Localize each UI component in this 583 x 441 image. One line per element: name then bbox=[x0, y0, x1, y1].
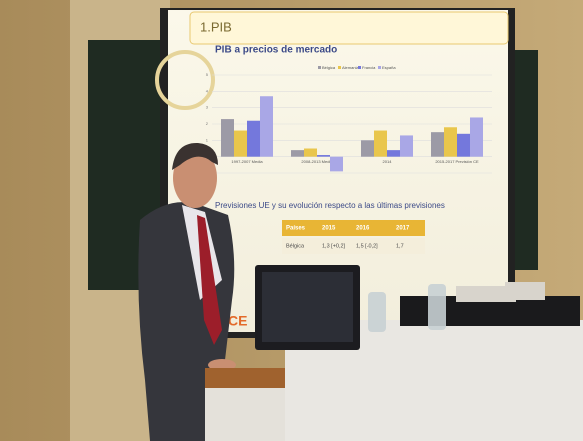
bar bbox=[304, 148, 317, 157]
chart: -1012345BélgicaAlemaniaFranciaEspaña1997… bbox=[204, 65, 492, 175]
bar bbox=[457, 133, 470, 157]
y-tick-label: 4 bbox=[206, 88, 209, 93]
table-header: 2015 bbox=[322, 226, 336, 232]
table-cell-text: 1,3 [+0,2] bbox=[322, 243, 346, 249]
presenter-tie bbox=[197, 215, 222, 345]
y-tick-label: 1 bbox=[206, 137, 209, 142]
presenter-head bbox=[173, 148, 217, 208]
bar bbox=[330, 156, 343, 172]
table-cell-text: 1,5 [-0,2] bbox=[356, 243, 378, 249]
bar bbox=[470, 117, 483, 157]
x-tick-label: 1997-2007 Media bbox=[231, 159, 263, 164]
y-tick-label: 2 bbox=[206, 121, 209, 126]
desk-front bbox=[205, 388, 285, 441]
table-header-cell bbox=[392, 220, 425, 236]
legend-swatch bbox=[318, 66, 321, 69]
x-tick-label: 2008-2013 Media bbox=[301, 159, 333, 164]
legend-swatch bbox=[378, 66, 381, 69]
bar bbox=[387, 150, 400, 157]
table-cell bbox=[318, 238, 352, 254]
legend-label: Francia bbox=[362, 65, 376, 70]
table: Países 2015 2016 2017 Bélgica 1,3 [+0,2] 1,5 [… bbox=[282, 220, 425, 254]
legend-label: España bbox=[382, 65, 396, 70]
legend-label: Bélgica bbox=[322, 65, 336, 70]
legend-swatch bbox=[358, 66, 361, 69]
bar bbox=[400, 135, 413, 157]
y-tick-label: 5 bbox=[206, 72, 209, 77]
x-tick-label: 2014 bbox=[383, 159, 393, 164]
nameplate bbox=[505, 282, 545, 300]
logo: CE bbox=[228, 313, 247, 329]
bottle bbox=[368, 292, 386, 332]
table-header: 2017 bbox=[396, 226, 410, 232]
nameplate bbox=[456, 286, 516, 302]
table-header-cell bbox=[282, 220, 318, 236]
bar bbox=[221, 119, 234, 157]
table-cell-text: 1,7 bbox=[396, 243, 404, 249]
bar bbox=[431, 132, 444, 157]
table-header: 2016 bbox=[356, 226, 370, 232]
bottle bbox=[428, 284, 446, 330]
section-box bbox=[189, 11, 509, 45]
table-header: Países bbox=[286, 226, 306, 232]
legend-label: Alemania bbox=[342, 65, 359, 70]
bar bbox=[260, 96, 273, 157]
table-cell bbox=[392, 238, 425, 254]
table-header-cell bbox=[318, 220, 352, 236]
bar bbox=[317, 155, 330, 157]
desk-top bbox=[205, 368, 295, 390]
legend-swatch bbox=[338, 66, 341, 69]
table-cell-text: Bélgica bbox=[286, 243, 305, 249]
table-cell bbox=[352, 238, 392, 254]
chart-title: PIB a precios de mercado bbox=[215, 45, 337, 56]
section-title: 1.PIB bbox=[200, 19, 232, 34]
x-tick-label: 2015-2017 Previsión CE bbox=[435, 159, 479, 164]
table-header-cell bbox=[352, 220, 392, 236]
y-tick-label: 3 bbox=[206, 105, 209, 110]
bar bbox=[247, 120, 260, 157]
slide-decoration bbox=[155, 50, 215, 110]
bar bbox=[374, 130, 387, 157]
bar bbox=[234, 130, 247, 157]
bar bbox=[291, 150, 304, 157]
bar bbox=[361, 140, 374, 157]
table-cell bbox=[282, 238, 318, 254]
monitor-screen bbox=[262, 272, 353, 342]
presenter-hair bbox=[172, 142, 218, 170]
bar bbox=[444, 127, 457, 157]
slide-subtitle: Previsiones UE y su evolución respecto a… bbox=[215, 201, 445, 210]
